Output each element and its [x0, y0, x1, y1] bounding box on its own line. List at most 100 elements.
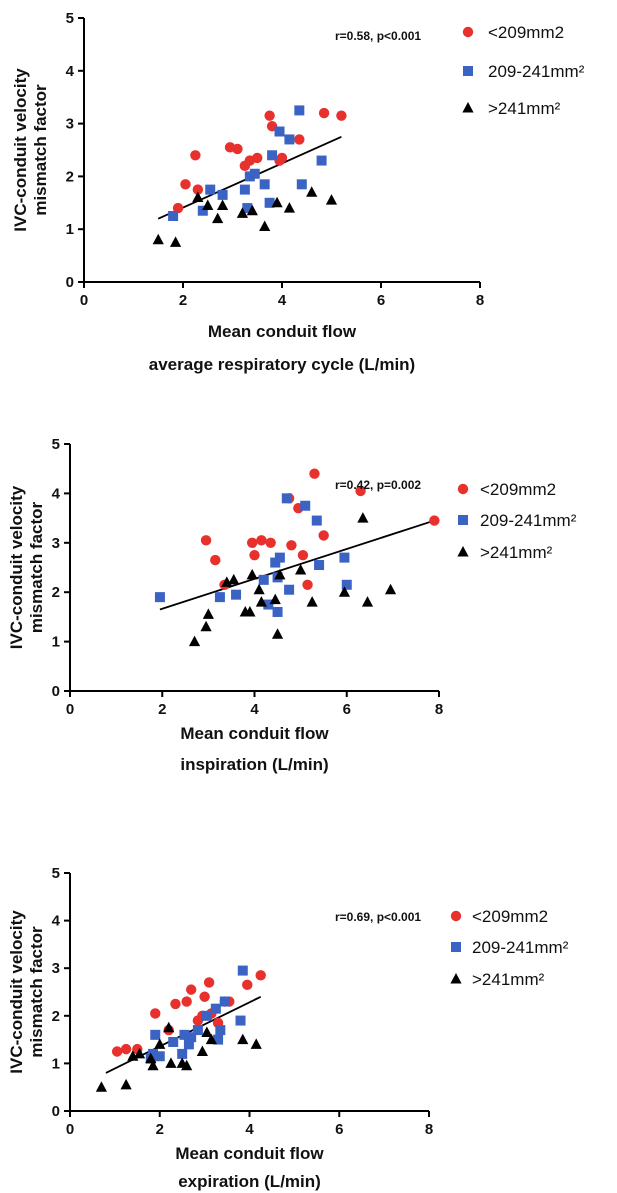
y-axis-label: IVC-conduit velocitymismatch factor [11, 68, 50, 232]
data-point-triangle [145, 1052, 157, 1064]
legend-marker-square [463, 66, 473, 76]
data-point-circle [190, 150, 201, 161]
data-point-triangle [271, 196, 283, 208]
data-point-circle [318, 107, 330, 119]
legend-label: <209mm2 [472, 907, 548, 926]
x-tick-label: 2 [158, 701, 166, 718]
legend-label: >241mm² [472, 970, 545, 989]
data-point-triangle [269, 593, 281, 605]
data-point-square [274, 126, 285, 137]
data-point-square [263, 599, 274, 610]
data-point-square [186, 1032, 197, 1043]
data-point-triangle [212, 212, 224, 224]
legend-marker-triangle [450, 973, 462, 984]
data-point-square [205, 184, 216, 195]
legend-label: 209-241mm² [480, 511, 577, 530]
y-axis-label-line-1: IVC-conduit velocity [7, 485, 26, 649]
data-point-triangle [196, 1045, 208, 1056]
y-tick-label: 1 [52, 1055, 60, 1072]
data-point-square [239, 184, 250, 195]
data-point-circle [429, 515, 440, 526]
data-point-circle [318, 530, 329, 541]
legend-marker-square [451, 942, 461, 952]
legend-marker-circle [457, 483, 469, 495]
legend-marker-circle [462, 26, 474, 38]
data-point-square [215, 1025, 226, 1036]
data-point-square [150, 1029, 161, 1040]
x-axis-label-line-1: Mean conduit flow [175, 1144, 324, 1163]
data-point-square [197, 205, 208, 216]
data-point-circle [276, 152, 288, 164]
chart-1: 0 2 4 6 8 0 1 2 3 4 5 IVC-conduit velocitymismatch … [11, 10, 585, 374]
data-point-triangle [120, 1078, 132, 1090]
data-point-square [237, 965, 248, 976]
data-point-triangle [357, 512, 369, 523]
data-point-square [219, 996, 230, 1007]
y-tick-label: 1 [66, 221, 74, 238]
data-point-square [168, 1036, 179, 1047]
y-tick-label: 5 [52, 865, 60, 882]
data-point-triangle [253, 583, 265, 595]
data-point-circle [232, 143, 243, 155]
data-point-square [235, 1015, 246, 1026]
data-point-triangle [169, 236, 182, 247]
data-point-triangle [202, 199, 214, 210]
data-point-square [201, 1010, 212, 1021]
data-point-circle [181, 996, 192, 1007]
data-point-square [214, 592, 225, 603]
data-point-triangle [246, 204, 258, 216]
data-point-triangle [188, 635, 201, 647]
data-point-triangle [202, 608, 214, 619]
data-point-triangle [250, 1038, 262, 1049]
y-tick-label: 4 [52, 913, 61, 930]
legend-marker-triangle [457, 546, 469, 557]
data-point-circle [265, 537, 276, 548]
data-point-square [242, 203, 253, 214]
x-tick-label: 4 [278, 292, 287, 309]
data-point-triangle [192, 191, 204, 203]
data-point-circle [242, 979, 253, 991]
x-tick-label: 4 [250, 701, 259, 718]
data-point-triangle [165, 1057, 177, 1068]
data-point-circle [180, 179, 191, 190]
y-tick-label: 0 [52, 683, 60, 700]
data-point-square [339, 552, 350, 563]
legend-marker-circle [450, 910, 462, 922]
data-point-square [249, 168, 260, 179]
data-point-circle [249, 549, 260, 561]
data-point-triangle [181, 1059, 193, 1071]
x-axis-label-line-2: expiration (L/min) [178, 1172, 321, 1191]
data-point-triangle [95, 1081, 108, 1092]
y-tick-label: 0 [52, 1103, 60, 1120]
x-axis-label-line-2: inspiration (L/min) [180, 755, 328, 774]
data-point-square [154, 592, 165, 603]
x-tick-label: 0 [80, 292, 88, 309]
data-point-circle [294, 134, 305, 145]
data-point-square [179, 1029, 190, 1040]
data-point-triangle [217, 199, 229, 210]
regression-line [159, 519, 435, 611]
x-tick-label: 0 [66, 1121, 74, 1138]
data-point-circle [120, 1043, 132, 1055]
y-tick-label: 2 [52, 1008, 60, 1025]
data-point-circle [309, 468, 320, 479]
series-2 [168, 105, 327, 221]
data-point-triangle [147, 1059, 159, 1071]
data-point-circle [150, 1008, 161, 1019]
data-point-triangle [154, 1038, 166, 1049]
y-axis-label-line-1: IVC-conduit velocity [7, 910, 26, 1074]
data-point-triangle [133, 1047, 146, 1059]
data-point-triangle [237, 1033, 249, 1045]
x-tick-label: 6 [335, 1121, 343, 1138]
chart-2: 0 2 4 6 8 0 1 2 3 4 5 IVC-conduit velocitymismatch … [7, 436, 577, 774]
data-point-triangle [361, 596, 374, 607]
data-point-square [168, 211, 179, 221]
data-point-triangle [205, 1033, 217, 1045]
data-point-triangle [244, 605, 256, 617]
data-point-triangle [325, 194, 338, 205]
y-tick-label: 1 [52, 634, 60, 651]
data-point-circle [297, 549, 309, 561]
data-point-square [284, 584, 295, 595]
data-point-square [210, 1003, 221, 1014]
